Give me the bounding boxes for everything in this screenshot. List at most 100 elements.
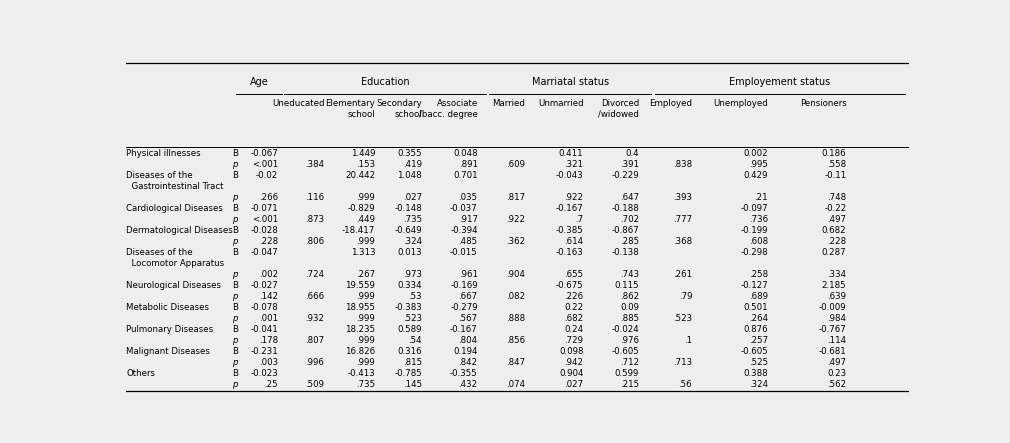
Text: 0.501: 0.501 [743, 303, 769, 312]
Text: .79: .79 [679, 292, 692, 301]
Text: 0.22: 0.22 [565, 303, 584, 312]
Text: -0.027: -0.027 [250, 281, 278, 290]
Text: -0.071: -0.071 [250, 204, 278, 213]
Text: Cardiological Diseases: Cardiological Diseases [126, 204, 223, 213]
Text: .509: .509 [305, 380, 324, 389]
Text: .996: .996 [305, 358, 324, 367]
Text: .485: .485 [459, 237, 478, 246]
Text: 20.442: 20.442 [345, 171, 375, 180]
Text: .713: .713 [673, 358, 692, 367]
Text: -0.037: -0.037 [449, 204, 478, 213]
Text: 16.826: 16.826 [345, 347, 375, 356]
Text: p: p [232, 380, 237, 389]
Text: .873: .873 [305, 215, 324, 224]
Text: Malignant Diseases: Malignant Diseases [126, 347, 210, 356]
Text: Employement status: Employement status [729, 77, 830, 87]
Text: Diseases of the: Diseases of the [126, 171, 193, 180]
Text: .362: .362 [506, 237, 525, 246]
Text: -0.394: -0.394 [450, 226, 478, 235]
Text: .973: .973 [403, 270, 422, 279]
Text: .324: .324 [749, 380, 769, 389]
Text: -0.785: -0.785 [394, 369, 422, 378]
Text: .999: .999 [357, 292, 375, 301]
Text: Employed: Employed [649, 99, 692, 108]
Text: 0.048: 0.048 [453, 149, 478, 158]
Text: 0.013: 0.013 [398, 248, 422, 257]
Text: 0.186: 0.186 [822, 149, 846, 158]
Text: .842: .842 [459, 358, 478, 367]
Text: 0.599: 0.599 [614, 369, 639, 378]
Text: .667: .667 [459, 292, 478, 301]
Text: -0.015: -0.015 [449, 248, 478, 257]
Text: .942: .942 [565, 358, 584, 367]
Text: Diseases of the: Diseases of the [126, 248, 193, 257]
Text: 0.388: 0.388 [743, 369, 769, 378]
Text: <.001: <.001 [251, 215, 278, 224]
Text: .999: .999 [357, 193, 375, 202]
Text: .334: .334 [827, 270, 846, 279]
Text: .639: .639 [827, 292, 846, 301]
Text: .116: .116 [305, 193, 324, 202]
Text: -0.675: -0.675 [556, 281, 584, 290]
Text: .228: .228 [259, 237, 278, 246]
Text: .21: .21 [754, 193, 769, 202]
Text: .226: .226 [565, 292, 584, 301]
Text: -0.229: -0.229 [611, 171, 639, 180]
Text: -0.385: -0.385 [556, 226, 584, 235]
Text: B: B [232, 248, 238, 257]
Text: -0.024: -0.024 [611, 325, 639, 334]
Text: 19.559: 19.559 [345, 281, 375, 290]
Text: .736: .736 [749, 215, 769, 224]
Text: -0.009: -0.009 [819, 303, 846, 312]
Text: -0.047: -0.047 [250, 248, 278, 257]
Text: -0.355: -0.355 [449, 369, 478, 378]
Text: p: p [232, 270, 237, 279]
Text: .497: .497 [827, 215, 846, 224]
Text: B: B [232, 281, 238, 290]
Text: p: p [232, 292, 237, 301]
Text: 1.313: 1.313 [350, 248, 375, 257]
Text: .608: .608 [749, 237, 769, 246]
Text: -0.605: -0.605 [611, 347, 639, 356]
Text: 0.411: 0.411 [559, 149, 584, 158]
Text: .748: .748 [827, 193, 846, 202]
Text: .682: .682 [565, 314, 584, 323]
Text: .777: .777 [673, 215, 692, 224]
Text: 0.287: 0.287 [822, 248, 846, 257]
Text: .257: .257 [749, 336, 769, 345]
Text: 0.115: 0.115 [614, 281, 639, 290]
Text: Locomotor Apparatus: Locomotor Apparatus [126, 259, 224, 268]
Text: .324: .324 [403, 237, 422, 246]
Text: Physical illnesses: Physical illnesses [126, 149, 201, 158]
Text: .891: .891 [459, 159, 478, 169]
Text: .838: .838 [673, 159, 692, 169]
Text: -0.028: -0.028 [250, 226, 278, 235]
Text: -0.041: -0.041 [250, 325, 278, 334]
Text: -0.188: -0.188 [611, 204, 639, 213]
Text: 18.235: 18.235 [345, 325, 375, 334]
Text: .285: .285 [620, 237, 639, 246]
Text: .743: .743 [620, 270, 639, 279]
Text: Divorced
/widowed: Divorced /widowed [598, 99, 639, 119]
Text: p: p [232, 215, 237, 224]
Text: .999: .999 [357, 314, 375, 323]
Text: .655: .655 [565, 270, 584, 279]
Text: 1.048: 1.048 [398, 171, 422, 180]
Text: 0.701: 0.701 [453, 171, 478, 180]
Text: .391: .391 [620, 159, 639, 169]
Text: -0.22: -0.22 [824, 204, 846, 213]
Text: .432: .432 [459, 380, 478, 389]
Text: 18.955: 18.955 [345, 303, 375, 312]
Text: -0.11: -0.11 [824, 171, 846, 180]
Text: .689: .689 [749, 292, 769, 301]
Text: .393: .393 [674, 193, 692, 202]
Text: .25: .25 [265, 380, 278, 389]
Text: .266: .266 [259, 193, 278, 202]
Text: 0.682: 0.682 [822, 226, 846, 235]
Text: .922: .922 [506, 215, 525, 224]
Text: .419: .419 [403, 159, 422, 169]
Text: .862: .862 [620, 292, 639, 301]
Text: Uneducated: Uneducated [272, 99, 324, 108]
Text: .145: .145 [403, 380, 422, 389]
Text: .995: .995 [749, 159, 769, 169]
